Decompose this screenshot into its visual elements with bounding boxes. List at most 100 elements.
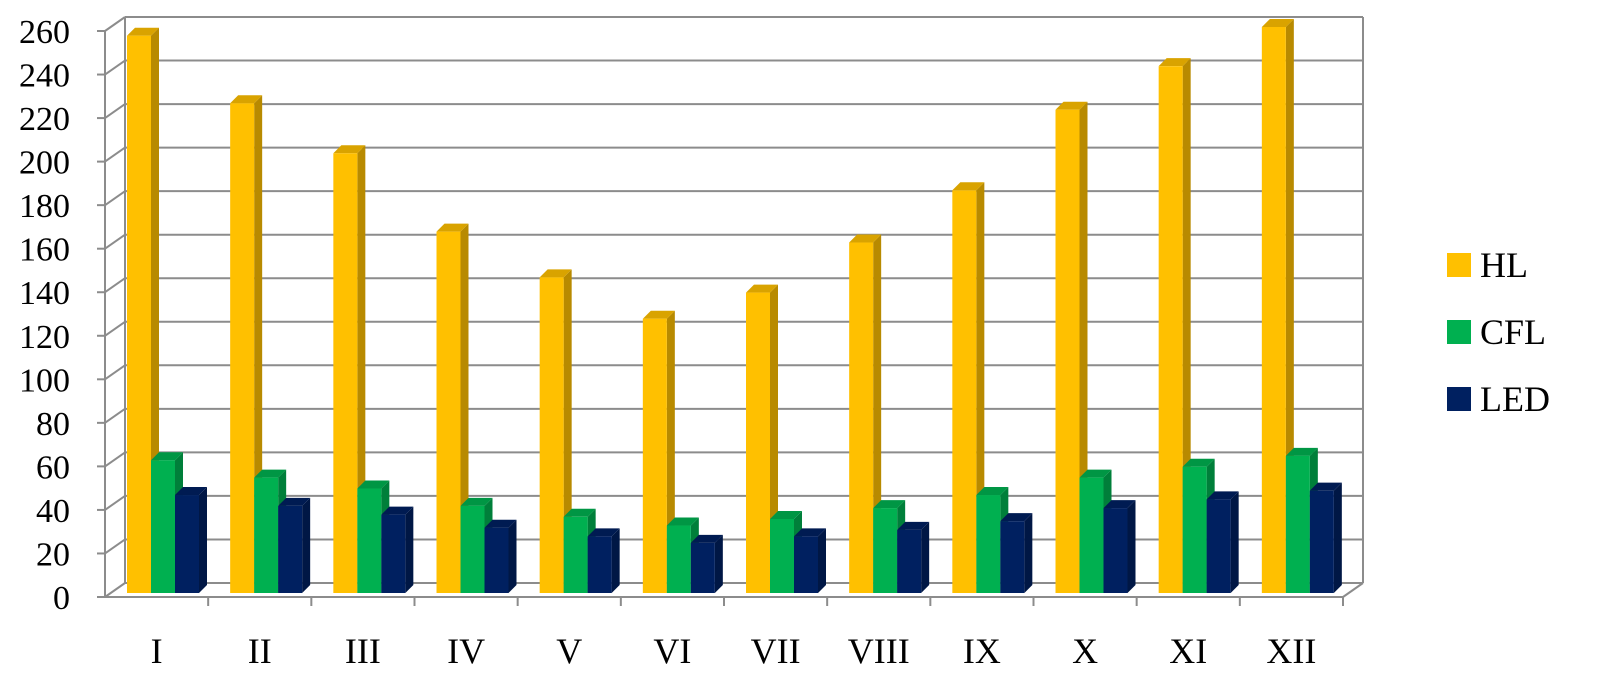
gridline-side [104,364,126,381]
bar-led [278,497,311,593]
bar-led [794,528,826,593]
bar-top [460,497,493,506]
legend-item-led: LED [1447,379,1550,419]
gridline-side [104,451,126,468]
y-tick-label: 0 [53,580,70,617]
gridline-side [104,538,126,555]
bar-top [976,487,1009,496]
bar-top [897,521,930,530]
bar-top [127,27,159,36]
bar-top [1000,513,1033,522]
bar-top [1285,447,1318,456]
bar-hl [1055,101,1088,593]
bar-hl [539,269,572,593]
legend-label: HL [1480,245,1528,285]
gridline-side [104,320,126,337]
bar-front [1103,508,1128,593]
bar-led [1103,500,1136,593]
bar-side [405,506,414,593]
bars [127,19,1342,593]
gridline-side [104,59,126,76]
y-tick-label: 20 [36,536,70,573]
gridline-side [104,277,126,294]
x-tick-label: III [345,631,381,671]
bar-side [508,519,517,593]
bar-side [1127,500,1136,593]
gridline-side [104,16,126,32]
bar-front [436,231,461,593]
y-tick-label: 160 [19,232,70,269]
bar-top [254,469,287,478]
bar-front [563,516,588,593]
legend-swatch [1447,320,1471,344]
bar-top [690,534,723,543]
bar-cfl [1182,458,1215,593]
bar-top [563,508,596,517]
bar-top [770,510,802,519]
gridline-side [104,103,126,119]
bar-top [381,506,414,515]
bar-led [381,506,414,593]
bar-top [278,497,311,506]
y-tick-label: 220 [19,101,70,138]
grid [104,16,1363,598]
bar-side [1333,482,1342,593]
legend-label: LED [1480,379,1550,419]
y-tick-label: 120 [19,319,70,356]
bar-hl [1158,58,1191,593]
y-tick-label: 240 [19,58,70,95]
y-tick-label: 180 [19,188,70,225]
bar-hl [333,145,366,593]
bar-top [539,269,572,278]
y-tick-label: 60 [36,449,70,486]
bar-top [1055,101,1088,110]
bar-side [1285,19,1294,593]
bar-top [1182,458,1215,467]
gridline-side [104,495,126,511]
bar-top [436,223,469,232]
bar-top [357,480,390,489]
bar-front [746,292,770,593]
bar-side [302,497,311,593]
x-tick-label: VI [653,631,691,671]
bar-front [873,508,898,593]
bar-hl [1261,19,1294,593]
x-tick-label: IX [963,631,1001,671]
bar-front [642,318,667,593]
bar-side [151,27,159,593]
bar-side [1230,491,1239,593]
bar-led [1000,513,1033,593]
bar-hl [642,310,675,593]
bar-top [151,452,183,461]
bar-side [1182,58,1191,593]
bar-cfl [563,508,596,593]
bar-side [199,487,207,593]
x-axis-labels: I II III IV V VI VII VIII IX X XI XII [151,631,1317,671]
bar-top [1206,491,1239,500]
bar-front [1079,477,1104,593]
bar-side [1079,101,1088,593]
bar-side [254,95,263,593]
bar-front [897,529,922,593]
bar-front [254,477,279,593]
bar-front [1000,521,1025,593]
x-tick-label: II [248,631,272,671]
y-axis-labels: 0 20 40 60 80 100 120 140 160 180 200 220 240 260 [19,14,70,617]
bar-front [1309,490,1334,593]
axes [97,17,1364,606]
bar-front [666,525,691,593]
bar-front [976,495,1001,593]
bar-front [175,495,199,593]
bar-led [1309,482,1342,593]
bar-top [1261,19,1294,27]
bar-top [230,95,263,104]
bar-front [230,103,255,593]
bar-front [484,527,509,593]
x-tick-label: X [1072,631,1098,671]
bar-front [127,35,151,593]
gridline-side [104,582,126,598]
bar-front [690,542,715,593]
bar-led [587,528,620,593]
bar-front [587,536,612,593]
